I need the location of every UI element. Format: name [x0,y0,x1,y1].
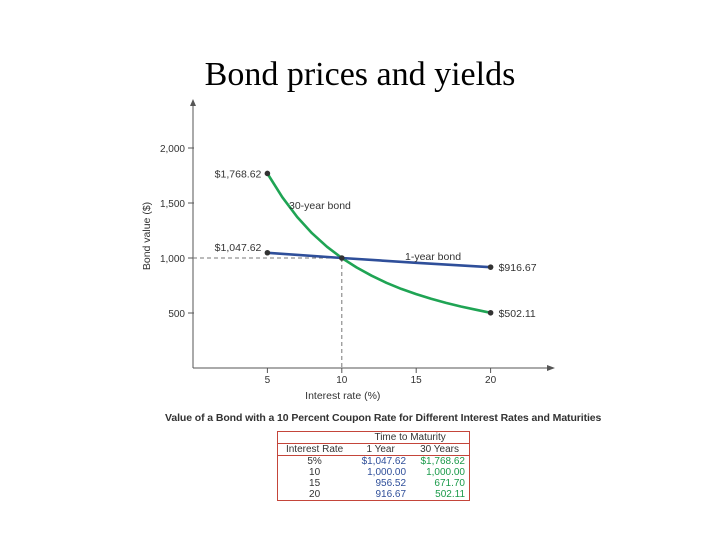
y-tick-label: 1,500 [160,199,185,210]
point-label: $502.11 [499,308,536,320]
series-label-30-year-bond: 30-year bond [289,200,351,212]
table-caption: Value of a Bond with a 10 Percent Coupon… [165,412,602,424]
x-axis-label: Interest rate (%) [305,390,380,402]
point-label: $1,768.62 [215,168,262,180]
table-cell: 671.70 [434,478,465,489]
table-cell: 1,000.00 [426,467,465,478]
data-point-marker [339,255,345,261]
data-point-marker [487,264,494,270]
y-tick-label: 500 [168,309,185,320]
maturity-table: Time to Maturity Interest Rate 1 Year 30… [277,431,470,501]
point-label: $1,047.62 [215,242,262,254]
x-tick-label: 20 [485,375,497,386]
series-line-1-year-bond [267,251,491,269]
table-cell: 20 [309,489,321,500]
table-cell: 956.52 [375,478,407,489]
y-axis-label: Bond value ($) [141,202,153,270]
table-header-spacer [277,431,352,444]
table-row: 5% $1,047.62 $1,768.62 [278,456,470,468]
x-axis-arrow [547,365,555,371]
x-tick-label: 10 [336,375,348,386]
table-cell: $1,768.62 [420,456,466,467]
y-tick-label: 2,000 [160,144,185,155]
table-column-header: 1 Year [351,443,411,456]
table-group-header-row: Time to Maturity [277,431,470,444]
table-row: 15 956.52 671.70 [278,478,470,489]
series-line-30-year-bond [266,172,491,315]
table-cell: 10 [309,467,321,478]
table-cell: 5% [307,456,322,467]
x-tick-label: 15 [411,375,423,386]
data-point-marker [264,170,271,177]
slide-title: Bond prices and yields [204,56,516,93]
data-point-marker [264,249,271,256]
table-group-header: Time to Maturity [351,431,470,444]
y-axis-arrow [190,99,196,106]
table-cell: 502.11 [435,489,465,500]
x-tick-label: 5 [265,375,271,386]
table-cell: $1,047.62 [361,456,407,467]
series-label-1-year-bond: 1-year bond [405,251,461,263]
table-column-header: 30 Years [410,443,470,456]
table-column-header: Interest Rate [277,443,352,456]
table-row: 10 1,000.00 1,000.00 [278,467,470,478]
data-point-marker [487,309,494,316]
table-cell: 1,000.00 [367,467,407,478]
point-label: $916.67 [499,262,537,274]
table-cell: 916.67 [375,489,407,500]
y-tick-label: 1,000 [160,254,185,265]
table-row: 20 916.67 502.11 [278,489,470,501]
table-cell: 15 [309,478,321,489]
table-column-header-row: Interest Rate 1 Year 30 Years [277,443,470,456]
bond-value-chart: 500 1,000 1,500 2,000 5 10 15 20 Interest rate (… [141,99,555,402]
